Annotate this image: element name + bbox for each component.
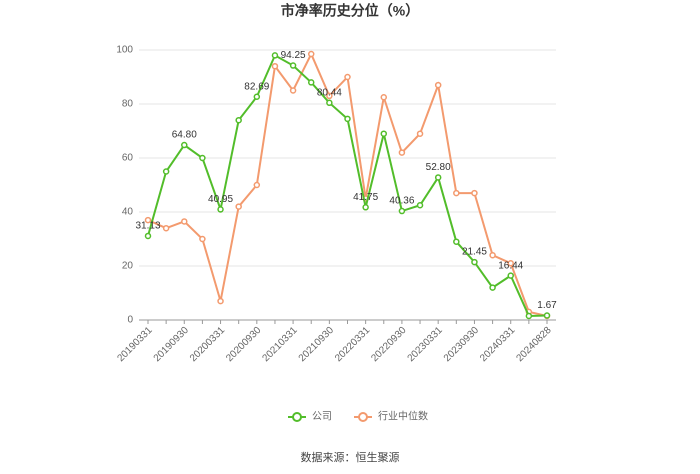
data-label: 40.95 — [208, 194, 233, 205]
line-series — [147, 53, 548, 317]
point — [434, 81, 442, 89]
y-tick-label: 80 — [122, 99, 134, 110]
point — [217, 206, 224, 213]
x-tick-label: 20210331 — [260, 325, 300, 365]
x-tick-label: 20240828 — [514, 325, 554, 365]
point — [344, 73, 351, 81]
data-label: 40.36 — [389, 196, 414, 207]
point — [253, 93, 261, 100]
point — [253, 181, 261, 189]
point — [144, 232, 152, 240]
point — [380, 130, 388, 137]
point — [453, 189, 460, 197]
point — [489, 251, 496, 259]
point — [326, 92, 333, 100]
x-tick-label: 20200930 — [224, 325, 264, 365]
data-label: 31.13 — [135, 221, 160, 232]
data-label: 41.75 — [353, 192, 378, 203]
point — [181, 218, 188, 225]
y-tick-label: 40 — [122, 207, 134, 218]
point — [434, 174, 442, 181]
point — [416, 130, 424, 137]
point — [162, 168, 170, 175]
point — [307, 50, 315, 58]
point — [235, 203, 242, 210]
point — [525, 312, 533, 320]
y-tick-label: 0 — [127, 315, 133, 326]
chart-title: 市净率历史分位（%） — [281, 3, 419, 19]
point — [199, 154, 206, 162]
point — [362, 204, 369, 211]
point — [289, 87, 297, 94]
point — [217, 297, 224, 305]
data-label: 80.44 — [317, 87, 342, 98]
legend-marker — [292, 412, 302, 422]
data-label: 52.80 — [426, 162, 451, 173]
point — [326, 99, 333, 107]
point — [344, 115, 351, 123]
x-tick-label: 20220930 — [369, 325, 409, 365]
line-series — [147, 51, 548, 317]
point — [199, 235, 206, 243]
data-label: 82.69 — [244, 81, 269, 92]
y-tick-label: 20 — [122, 261, 134, 272]
point — [162, 224, 170, 232]
source: 数据来源：恒生聚源 — [301, 450, 400, 464]
point — [471, 258, 478, 266]
point — [235, 116, 242, 124]
data-label: 94.25 — [281, 50, 306, 61]
x-tick-label: 20200331 — [188, 325, 228, 365]
legend-label: 行业中位数 — [378, 410, 428, 423]
y-tick-label: 60 — [122, 153, 134, 164]
x-tick-label: 20220331 — [333, 325, 373, 365]
data-label: 16.44 — [498, 260, 523, 271]
point — [307, 79, 315, 86]
data-label: 64.80 — [172, 130, 197, 141]
point — [144, 216, 152, 224]
legend-marker — [358, 412, 368, 422]
point — [398, 149, 406, 156]
x-tick-label: 20230331 — [406, 325, 446, 365]
y-tick-label: 100 — [116, 45, 133, 56]
point — [271, 52, 279, 59]
point — [507, 272, 514, 279]
x-tick-label: 20190930 — [152, 325, 192, 365]
point — [181, 141, 188, 149]
point — [398, 207, 406, 215]
point — [507, 260, 514, 267]
legend-label: 公司 — [312, 412, 332, 423]
point — [471, 189, 478, 197]
point — [271, 62, 279, 70]
point — [416, 202, 424, 209]
data-label: 1.67 — [537, 300, 557, 311]
point — [380, 94, 388, 101]
x-tick-label: 20230930 — [442, 325, 482, 365]
x-tick-label: 20240331 — [478, 325, 518, 365]
point — [453, 238, 460, 245]
point — [289, 62, 297, 69]
point — [489, 284, 496, 291]
x-tick-label: 20190331 — [115, 325, 155, 365]
point — [543, 312, 551, 319]
data-label: 21.45 — [462, 247, 487, 258]
x-tick-label: 20210930 — [297, 325, 337, 365]
